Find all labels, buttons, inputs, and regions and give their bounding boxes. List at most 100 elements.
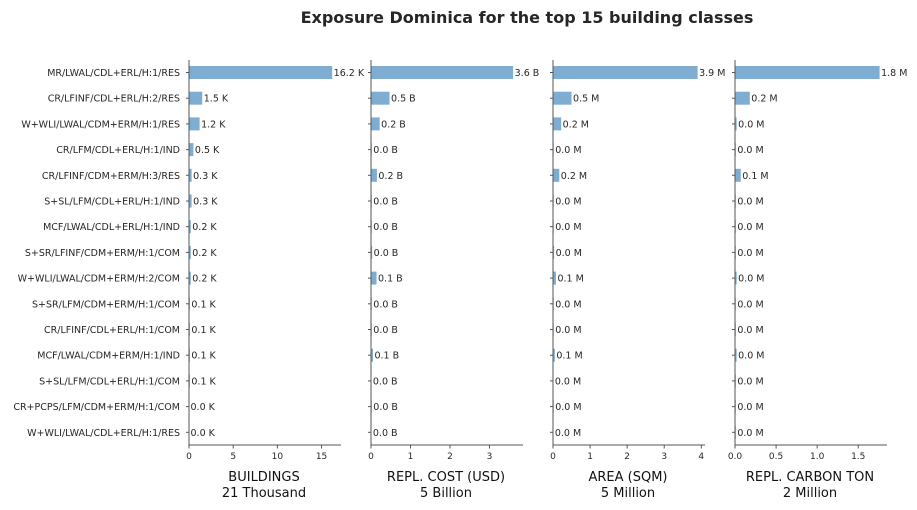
repl-cost-bar [371,348,373,362]
category-label: S+SL/LFM/CDL+ERL/H:1/IND [44,197,180,208]
area-value-label: 0.0 M [555,402,581,413]
area-value-label: 0.0 M [555,222,581,233]
area-x-tick-label: 2 [624,452,630,462]
buildings-bar [189,143,194,157]
buildings-value-label: 0.1 K [191,299,216,310]
area-bar [553,117,562,131]
repl-carbon-value-label: 0.0 M [737,197,763,208]
repl-carbon-value-label: 0.0 M [737,299,763,310]
buildings-value-label: 0.1 K [191,325,216,336]
repl-carbon-x-tick-label: 0.5 [769,452,783,462]
buildings-value-label: 0.2 K [192,274,217,285]
repl-cost-bar [371,245,373,259]
buildings-value-label: 0.0 K [191,402,216,413]
repl-carbon-x-tick-label: 1.0 [810,452,825,462]
category-label: MCF/LWAL/CDM+ERM/H:1/IND [37,351,180,362]
buildings-bar [189,91,203,105]
category-label: W+WLI/LWAL/CDL+ERL/H:1/RES [27,428,180,439]
category-label: CR/LFINF/CDL+ERL/H:2/RES [48,94,180,105]
repl-cost-value-label: 0.0 B [373,402,398,413]
buildings-x-tick-label: 15 [316,452,327,462]
repl-cost-value-label: 0.0 B [373,299,398,310]
area-x-tick-label: 1 [587,452,593,462]
repl-cost-total-label: 5 Billion [420,486,472,501]
repl-cost-x-tick-label: 3 [487,452,493,462]
buildings-axis-label: BUILDINGS [228,470,299,485]
category-label: S+SR/LFINF/CDM+ERM/H:1/COM [25,248,180,259]
area-value-label: 0.2 M [561,171,587,182]
repl-carbon-axis-label: REPL. CARBON TON [746,470,874,485]
repl-carbon-value-label: 0.0 M [737,428,763,439]
area-bar [553,91,572,105]
category-label: S+SL/LFM/CDL+ERL/H:1/COM [39,376,180,387]
repl-carbon-bar [735,271,737,285]
repl-cost-value-label: 0.2 B [381,119,406,130]
buildings-x-tick-label: 10 [272,452,284,462]
buildings-value-label: 0.3 K [193,171,218,182]
buildings-bar [189,245,191,259]
repl-carbon-value-label: 0.0 M [737,402,763,413]
repl-cost-value-label: 0.0 B [374,248,399,259]
buildings-bar [189,194,192,208]
repl-cost-bar [371,168,377,182]
repl-carbon-value-label: 0.0 M [737,325,763,336]
repl-carbon-value-label: 0.0 M [737,376,763,387]
repl-carbon-value-label: 0.1 M [742,171,768,182]
area-total-label: 5 Million [601,486,655,501]
buildings-value-label: 0.0 K [191,428,216,439]
area-bar [553,271,556,285]
buildings-bar [189,66,333,79]
area-value-label: 0.5 M [573,94,599,105]
category-label: CR+PCPS/LFM/CDM+ERM/H:1/COM [13,402,180,413]
buildings-value-label: 16.2 K [334,68,365,79]
buildings-value-label: 0.3 K [193,197,218,208]
repl-cost-value-label: 0.0 B [373,222,398,233]
repl-cost-bar [371,117,380,131]
category-label: CR/LFINF/CDM+ERM/H:3/RES [42,171,180,182]
area-bar [553,168,560,182]
category-label: MCF/LWAL/CDL+ERL/H:1/IND [43,222,180,233]
category-label: CR/LFINF/CDL+ERL/H:1/COM [44,325,180,336]
area-value-label: 0.1 M [556,351,582,362]
buildings-value-label: 0.1 K [191,351,216,362]
buildings-value-label: 0.2 K [192,248,217,259]
area-value-label: 0.0 M [555,376,581,387]
repl-cost-value-label: 0.0 B [373,376,398,387]
repl-carbon-bar [735,168,741,182]
repl-cost-value-label: 0.1 B [374,351,399,362]
buildings-value-label: 1.2 K [201,119,226,130]
buildings-bar [189,220,191,234]
area-value-label: 0.0 M [555,325,581,336]
repl-carbon-value-label: 0.0 M [737,248,763,259]
category-label: W+WLI/LWAL/CDM+ERM/H:1/RES [21,119,180,130]
repl-cost-value-label: 0.0 B [373,145,398,156]
buildings-bar [189,271,191,285]
repl-carbon-value-label: 0.0 M [738,119,764,130]
buildings-value-label: 0.5 K [195,145,220,156]
repl-cost-value-label: 0.0 B [373,428,398,439]
category-label: CR/LFM/CDL+ERL/H:1/IND [56,145,180,156]
area-value-label: 0.0 M [555,428,581,439]
area-value-label: 0.2 M [563,119,589,130]
area-x-tick-label: 4 [698,452,704,462]
category-label: W+WLI/LWAL/CDM+ERM/H:2/COM [18,274,180,285]
buildings-bar [189,168,192,182]
buildings-value-label: 1.5 K [204,94,229,105]
repl-carbon-x-tick-label: 0.0 [728,452,743,462]
area-value-label: 0.0 M [556,248,582,259]
area-value-label: 0.0 M [555,197,581,208]
buildings-x-tick-label: 0 [186,452,192,462]
area-x-tick-label: 3 [661,452,667,462]
repl-carbon-bar [735,66,880,79]
area-value-label: 0.0 M [555,145,581,156]
repl-cost-value-label: 3.6 B [515,68,540,79]
category-label: MR/LWAL/CDL+ERL/H:1/RES [47,68,180,79]
repl-cost-value-label: 0.1 B [378,274,403,285]
repl-cost-x-tick-label: 1 [408,452,414,462]
buildings-total-label: 21 Thousand [222,486,306,501]
repl-carbon-total-label: 2 Million [783,486,837,501]
repl-carbon-value-label: 1.8 M [881,68,907,79]
area-axis-label: AREA (SQM) [588,470,667,485]
repl-cost-value-label: 0.0 B [373,197,398,208]
